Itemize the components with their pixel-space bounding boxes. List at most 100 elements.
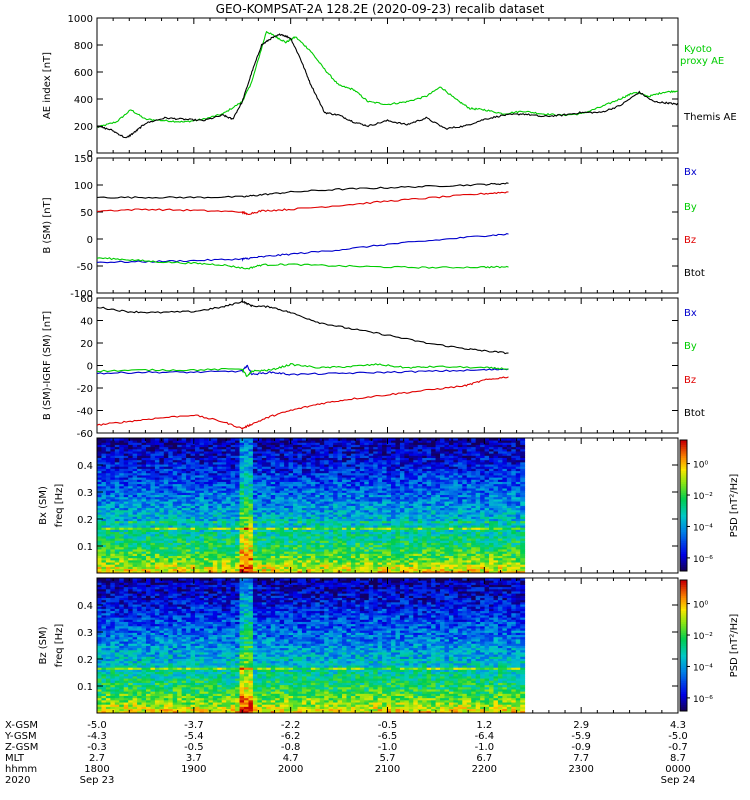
psd-cell [257,559,263,563]
psd-cell [413,442,419,445]
psd-cell [261,516,267,519]
psd-cell [270,472,276,476]
psd-cell [328,566,334,570]
psd-cell [422,477,428,480]
psd-cell [239,566,245,570]
psd-cell [150,442,156,445]
psd-cell [337,538,343,541]
psd-cell [146,470,151,474]
psd-cell [297,468,303,472]
psd-cell [382,448,387,452]
psd-cell [395,551,401,554]
psd-cell [359,538,365,541]
psd-cell [319,544,325,548]
psd-cell [368,514,374,517]
psd-cell [315,457,321,461]
psd-cell [417,490,423,493]
psd-cell [132,568,138,572]
psd-cell [315,535,321,539]
psd-cell [266,438,272,441]
psd-cell [408,464,414,467]
psd-cell [266,485,272,489]
psd-cell [293,464,298,467]
psd-cell [221,468,227,472]
psd-cell [284,485,289,489]
psd-cell [431,527,436,530]
psd-cell [172,557,178,561]
psd-cell [163,525,169,528]
psd-cell [377,514,383,517]
psd-cell [217,451,223,454]
psd-cell [248,540,254,543]
psd-cell [208,501,214,504]
psd-cell [114,461,120,465]
psd-cell [181,461,187,465]
psd-cell [235,475,240,478]
psd-cell [101,514,107,517]
psd-cell [226,507,232,511]
psd-cell [342,488,347,491]
psd-cell [132,514,138,517]
psd-cell [310,546,316,550]
psd-cell [315,557,321,561]
psd-cell [284,507,289,511]
psd-cell [413,498,419,502]
psd-cell [235,522,240,526]
psd-cell [208,549,214,552]
psd-cell [110,555,116,559]
psd-cell [150,551,156,554]
psd-cell [221,496,227,500]
psd-cell [114,553,120,556]
psd-cell [391,566,396,570]
psd-cell [355,477,361,480]
psd-cell [150,485,156,489]
psd-cell [248,481,254,485]
psd-cell [350,514,356,517]
psd-cell [333,546,338,550]
psd-cell [373,483,379,487]
psd-cell [275,568,281,572]
psd-cell [426,501,432,504]
psd-cell [257,505,263,509]
psd-cell [141,501,147,504]
psd-cell [399,538,405,541]
psd-cell [284,559,289,563]
psd-cell [137,448,142,452]
psd-cell [328,496,334,500]
psd-cell [221,551,227,554]
psd-cell [293,518,298,522]
psd-cell [297,570,303,574]
psd-cell [159,549,165,552]
psd-cell [105,562,111,565]
psd-cell [141,525,147,528]
psd-cell [319,481,325,485]
psd-cell [417,542,423,546]
psd-cell [97,549,102,552]
psd-cell [279,455,285,458]
psd-cell [181,444,187,448]
psd-cell [226,468,232,472]
psd-cell [324,529,330,533]
psd-cell [270,501,276,504]
psd-cell [150,566,156,570]
psd-cell [382,444,387,448]
psd-cell [319,498,325,502]
psd-cell [110,453,116,456]
psd-cell [373,498,379,502]
psd-cell [163,518,169,522]
psd-cell [221,531,227,535]
psd-cell [128,461,134,465]
psd-cell [181,488,187,491]
psd-cell [288,551,294,554]
psd-cell [137,440,142,443]
psd-cell [301,544,307,548]
psd-cell [408,440,414,443]
psd-cell [328,475,334,478]
psd-cell [146,488,151,491]
psd-cell [346,540,352,543]
psd-cell [199,461,205,465]
psd-cell [391,494,396,498]
psd-cell [190,501,196,504]
psd-cell [150,518,156,522]
psd-cell [190,448,196,452]
